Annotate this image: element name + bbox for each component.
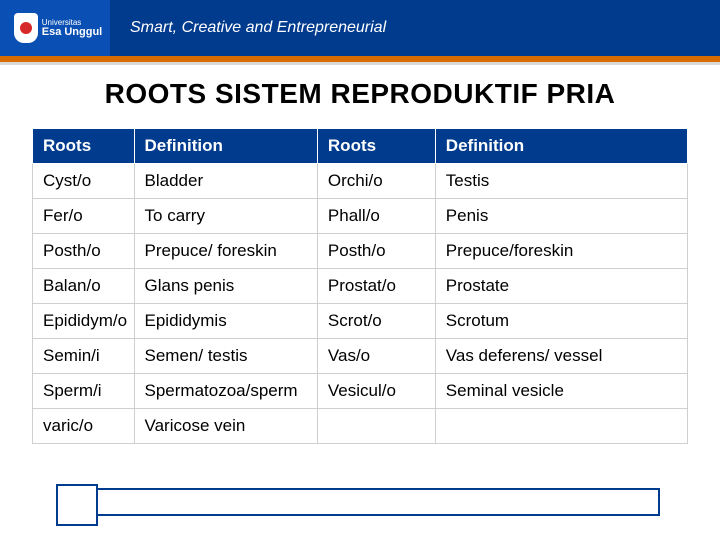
- table-cell: Penis: [435, 199, 687, 234]
- col-header: Roots: [33, 129, 135, 164]
- table-cell: Fer/o: [33, 199, 135, 234]
- table-cell: Orchi/o: [317, 164, 435, 199]
- tagline: Smart, Creative and Entrepreneurial: [130, 19, 386, 37]
- logo: Universitas Esa Unggul: [0, 0, 110, 56]
- table-cell: Vas deferens/ vessel: [435, 339, 687, 374]
- table-cell: Semen/ testis: [134, 339, 317, 374]
- table-row: Fer/oTo carryPhall/oPenis: [33, 199, 688, 234]
- table-cell: Spermatozoa/sperm: [134, 374, 317, 409]
- col-header: Roots: [317, 129, 435, 164]
- table-cell: Scrotum: [435, 304, 687, 339]
- table-header-row: Roots Definition Roots Definition: [33, 129, 688, 164]
- table-cell: Testis: [435, 164, 687, 199]
- table-cell: Prostate: [435, 269, 687, 304]
- table-cell: Posth/o: [33, 234, 135, 269]
- roots-table-container: Roots Definition Roots Definition Cyst/o…: [32, 128, 688, 444]
- table-cell: Prostat/o: [317, 269, 435, 304]
- table-cell: Bladder: [134, 164, 317, 199]
- table-cell: Seminal vesicle: [435, 374, 687, 409]
- table-cell: To carry: [134, 199, 317, 234]
- table-cell: Posth/o: [317, 234, 435, 269]
- table-cell: [435, 409, 687, 444]
- table-row: Cyst/oBladderOrchi/oTestis: [33, 164, 688, 199]
- table-row: Balan/oGlans penisProstat/oProstate: [33, 269, 688, 304]
- slide-title: ROOTS SISTEM REPRODUKTIF PRIA: [0, 78, 720, 110]
- roots-table: Roots Definition Roots Definition Cyst/o…: [32, 128, 688, 444]
- institution-name: Esa Unggul: [42, 26, 103, 38]
- header-bar: Universitas Esa Unggul Smart, Creative a…: [0, 0, 720, 56]
- table-cell: Cyst/o: [33, 164, 135, 199]
- table-cell: Vesicul/o: [317, 374, 435, 409]
- table-cell: Scrot/o: [317, 304, 435, 339]
- table-body: Cyst/oBladderOrchi/oTestisFer/oTo carryP…: [33, 164, 688, 444]
- table-cell: varic/o: [33, 409, 135, 444]
- table-cell: Prepuce/ foreskin: [134, 234, 317, 269]
- col-header: Definition: [435, 129, 687, 164]
- logo-text: Universitas Esa Unggul: [42, 19, 103, 38]
- table-cell: Epididym/o: [33, 304, 135, 339]
- table-header: Roots Definition Roots Definition: [33, 129, 688, 164]
- slide: Universitas Esa Unggul Smart, Creative a…: [0, 0, 720, 540]
- table-cell: Glans penis: [134, 269, 317, 304]
- table-cell: Epididymis: [134, 304, 317, 339]
- table-cell: Semin/i: [33, 339, 135, 374]
- divider-grey: [0, 62, 720, 65]
- table-row: Semin/iSemen/ testisVas/oVas deferens/ v…: [33, 339, 688, 374]
- table-cell: Phall/o: [317, 199, 435, 234]
- table-cell: Sperm/i: [33, 374, 135, 409]
- table-cell: Varicose vein: [134, 409, 317, 444]
- table-cell: Prepuce/foreskin: [435, 234, 687, 269]
- footer-decoration: [60, 488, 660, 516]
- logo-shield-icon: [14, 13, 38, 43]
- table-row: Posth/oPrepuce/ foreskinPosth/oPrepuce/f…: [33, 234, 688, 269]
- table-cell: Vas/o: [317, 339, 435, 374]
- table-row: Epididym/oEpididymisScrot/oScrotum: [33, 304, 688, 339]
- table-cell: Balan/o: [33, 269, 135, 304]
- table-row: varic/oVaricose vein: [33, 409, 688, 444]
- table-row: Sperm/iSpermatozoa/spermVesicul/oSeminal…: [33, 374, 688, 409]
- col-header: Definition: [134, 129, 317, 164]
- table-cell: [317, 409, 435, 444]
